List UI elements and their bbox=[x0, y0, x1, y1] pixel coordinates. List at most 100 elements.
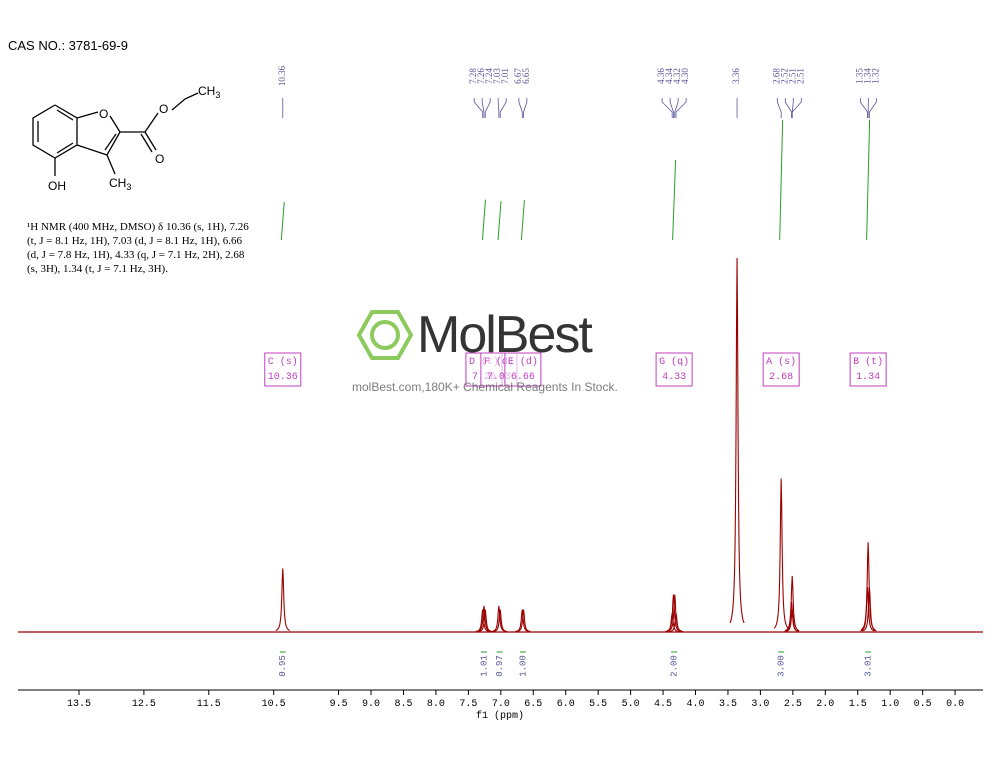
x-tick-label: 7.5 bbox=[459, 699, 477, 710]
integral-curve bbox=[497, 201, 502, 241]
peak-label-leader bbox=[675, 98, 687, 118]
x-axis-title: f1 (ppm) bbox=[476, 710, 524, 722]
x-tick-label: 1.5 bbox=[849, 699, 867, 710]
multiplet-label: B (t) bbox=[853, 356, 883, 368]
peak-label-leader bbox=[523, 98, 528, 118]
x-tick-label: 4.5 bbox=[654, 699, 672, 710]
atom: O bbox=[155, 152, 164, 166]
integral-curve bbox=[866, 119, 871, 241]
multiplet-box bbox=[655, 352, 693, 387]
atom-labels: O O O OH CH3 CH3 bbox=[48, 84, 220, 193]
multiplet-label: C (s) bbox=[268, 356, 298, 368]
x-tick-label: 6.5 bbox=[524, 699, 542, 710]
peak-label-leader bbox=[869, 98, 877, 118]
atom: CH bbox=[109, 176, 126, 190]
multiplet-label: G (q) bbox=[659, 356, 689, 368]
x-tick-label: 0.0 bbox=[946, 699, 964, 710]
multiplet-label: E (d) bbox=[508, 356, 538, 368]
integral-label: 2.00 bbox=[669, 655, 679, 677]
multiplet-shift: 10.36 bbox=[268, 372, 298, 383]
integral-label: 1.01 bbox=[479, 655, 489, 677]
integral-label: 3.00 bbox=[777, 655, 787, 677]
peak-label: 6.65 bbox=[521, 68, 531, 84]
bond bbox=[106, 154, 116, 175]
x-tick-label: 3.0 bbox=[751, 699, 769, 710]
multiplet-box bbox=[849, 352, 887, 387]
multiplet-shift: 6.66 bbox=[511, 372, 535, 383]
peak bbox=[785, 609, 800, 633]
integral-curve bbox=[672, 159, 677, 241]
x-tick-label: 1.0 bbox=[881, 699, 899, 710]
atom-subscript: 3 bbox=[126, 182, 131, 192]
atom: CH3 bbox=[109, 176, 131, 192]
watermark-brand: MolBest bbox=[417, 306, 593, 364]
peak-label-leader bbox=[859, 98, 868, 118]
atom-subscript: 3 bbox=[215, 90, 220, 100]
bond bbox=[76, 115, 121, 156]
watermark-tagline: molBest.com,180K+ Chemical Reagents In S… bbox=[352, 380, 618, 394]
peak bbox=[668, 613, 684, 633]
bond bbox=[56, 142, 74, 154]
x-tick-label: 8.5 bbox=[394, 699, 412, 710]
integral-curve bbox=[280, 201, 285, 241]
peak bbox=[493, 609, 508, 633]
peak-label-leader bbox=[481, 98, 485, 118]
peak bbox=[773, 478, 789, 629]
watermark-logo bbox=[356, 310, 414, 360]
peak-label-leader bbox=[497, 98, 500, 118]
bond bbox=[76, 111, 99, 119]
integral-curve bbox=[520, 199, 525, 241]
peak-label: 2.52 bbox=[779, 68, 789, 84]
x-tick-label: 0.5 bbox=[914, 699, 932, 710]
x-tick-label: 2.0 bbox=[816, 699, 834, 710]
atom: OH bbox=[48, 179, 66, 193]
x-tick-label: 4.0 bbox=[687, 699, 705, 710]
multiplet-box bbox=[762, 352, 800, 387]
peak-label-leader bbox=[791, 98, 802, 118]
peak-label: 4.32 bbox=[672, 68, 682, 84]
peak-label: 7.24 bbox=[484, 68, 494, 84]
x-tick-label: 6.0 bbox=[557, 699, 575, 710]
integral-label: 0.95 bbox=[278, 655, 288, 677]
integral-label: 1.00 bbox=[518, 655, 528, 677]
multiplet-shift: 4.33 bbox=[662, 372, 686, 383]
peak bbox=[275, 568, 291, 631]
bond bbox=[144, 131, 157, 151]
atom: O bbox=[159, 102, 168, 116]
peak-label: 1.32 bbox=[870, 68, 880, 84]
peak bbox=[666, 594, 681, 632]
peak-label: 7.28 bbox=[468, 68, 478, 84]
x-tick-label: 7.0 bbox=[492, 699, 510, 710]
atom: O bbox=[99, 107, 108, 121]
multiplet-label: A (s) bbox=[766, 356, 796, 368]
multiplet-shift: 1.34 bbox=[856, 372, 880, 383]
peak-label-leader bbox=[674, 98, 679, 118]
atom: CH3 bbox=[198, 84, 220, 100]
peak-label-leader bbox=[784, 98, 792, 118]
peak bbox=[476, 605, 492, 632]
structure bbox=[32, 92, 199, 176]
peak-label-leader bbox=[661, 98, 673, 118]
x-tick-label: 5.0 bbox=[622, 699, 640, 710]
x-tick-label: 3.5 bbox=[719, 699, 737, 710]
multiplet-box bbox=[264, 352, 302, 387]
cas-number: CAS NO.: 3781-69-9 bbox=[8, 38, 128, 53]
x-tick-label: 9.5 bbox=[330, 699, 348, 710]
x-tick-label: 13.5 bbox=[67, 699, 91, 710]
peak-label: 7.26 bbox=[476, 68, 486, 84]
peak-label-leader bbox=[776, 98, 782, 118]
peak-label: 4.36 bbox=[656, 68, 666, 84]
atom: CH bbox=[198, 84, 215, 98]
multiplet-shift: 2.68 bbox=[769, 372, 793, 383]
peak-label-leader bbox=[484, 98, 491, 118]
benzene-ring bbox=[32, 104, 78, 159]
peak-label: 10.36 bbox=[277, 65, 287, 86]
integral-curve bbox=[779, 119, 784, 241]
peak-label: 2.51 bbox=[787, 68, 797, 84]
integral-label: 0.97 bbox=[495, 655, 505, 677]
peak-label: 4.34 bbox=[664, 68, 674, 84]
x-tick-label: 5.5 bbox=[589, 699, 607, 710]
multiplet-box bbox=[504, 352, 542, 387]
